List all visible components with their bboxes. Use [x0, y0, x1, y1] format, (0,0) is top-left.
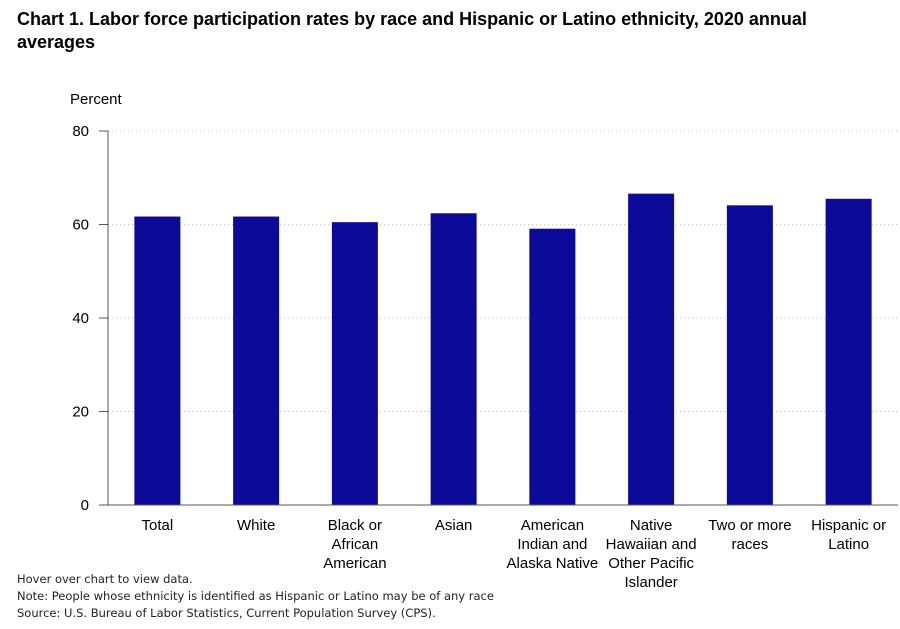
- source-note: Source: U.S. Bureau of Labor Statistics,…: [17, 606, 436, 620]
- x-tick-labels: Total White Black or African American Asian Am…: [142, 517, 887, 591]
- x-tick-label: Hispanic or Latino: [811, 517, 886, 553]
- bar[interactable]: Total: 61.7: [134, 216, 181, 506]
- hover-hint: Hover over chart to view data.: [17, 572, 193, 586]
- y-tick-label: 20: [72, 404, 89, 421]
- x-tick-label: Native Hawaiian and Other Pacific Islander: [606, 517, 697, 591]
- bar[interactable]: Native Hawaiian and Other Pacific Island…: [628, 193, 675, 505]
- bar[interactable]: Hispanic or Latino: 65.5: [825, 198, 872, 505]
- bar[interactable]: American Indian and Alaska Native: 59.1: [529, 228, 576, 505]
- y-tick-labels: 0 20 40 60 80: [72, 123, 108, 514]
- x-tick-label: White: [237, 517, 275, 534]
- footnotes: Hover over chart to view data. Note: Peo…: [17, 571, 494, 622]
- y-tick-label: 40: [72, 310, 89, 327]
- bar[interactable]: White: 61.7: [233, 216, 280, 506]
- y-tick-label: 80: [72, 123, 89, 140]
- bar[interactable]: Asian: 62.4: [430, 213, 477, 505]
- chart-title: Chart 1. Labor force participation rates…: [17, 9, 807, 52]
- bars[interactable]: Total: 61.7 White: 61.7 Black or African A…: [134, 193, 872, 506]
- gridlines: [108, 130, 898, 412]
- x-tick-label: Total: [142, 517, 174, 534]
- y-axis-label: Percent: [70, 91, 123, 108]
- bar[interactable]: Black or African American: 60.5: [331, 222, 378, 505]
- y-tick-label: 60: [72, 217, 89, 234]
- x-tick-label: American Indian and Alaska Native: [507, 517, 599, 572]
- x-tick-label: Black or African American: [323, 517, 386, 572]
- axes: [107, 131, 898, 506]
- ethnicity-note: Note: People whose ethnicity is identifi…: [17, 589, 494, 603]
- x-tick-label: Two or more races: [708, 517, 791, 553]
- y-tick-label: 0: [81, 497, 89, 514]
- x-tick-label: Asian: [435, 517, 473, 534]
- bar[interactable]: Two or more races: 64.1: [726, 205, 773, 505]
